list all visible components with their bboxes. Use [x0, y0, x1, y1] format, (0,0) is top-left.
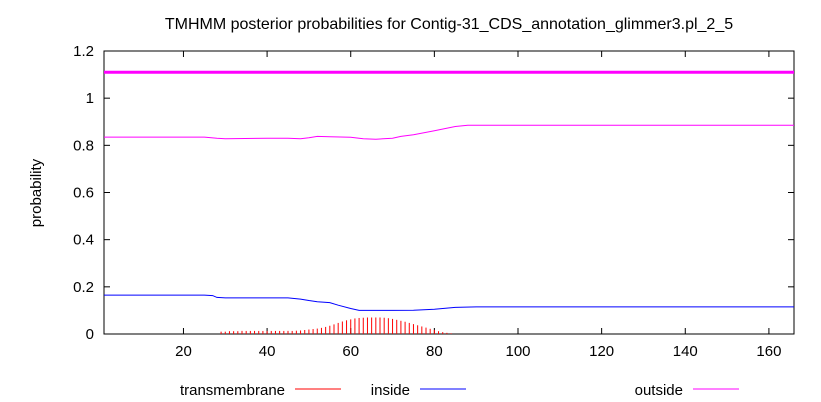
x-tick-label: 20: [175, 343, 192, 360]
y-tick-label: 0.4: [73, 232, 94, 249]
x-tick-label: 140: [673, 343, 698, 360]
inside-line: [104, 294, 794, 311]
y-tick-label: 0: [86, 326, 94, 343]
y-tick-label: 1: [86, 90, 94, 107]
legend-label-outside: outside: [635, 382, 683, 399]
legend-label-inside: inside: [371, 382, 410, 399]
y-tick-label: 0.6: [73, 185, 94, 202]
legend: transmembrane inside outside: [180, 382, 739, 399]
y-tick-label: 1.2: [73, 43, 94, 60]
x-tick-label: 100: [505, 343, 530, 360]
x-tick-label: 80: [426, 343, 443, 360]
chart-title: TMHMM posterior probabilities for Contig…: [165, 16, 733, 33]
plot-frame: [103, 50, 795, 335]
plot-area: [104, 70, 794, 334]
y-tick-label: 0.2: [73, 279, 94, 296]
y-axis-label: probability: [28, 158, 45, 227]
axes: 0 0.2 0.4 0.6 0.8 1 1.2 20 40 60 80 100 120 140 160: [73, 43, 795, 360]
x-tick-label: 160: [756, 343, 781, 360]
x-tick-label: 120: [589, 343, 614, 360]
legend-label-transmembrane: transmembrane: [180, 382, 285, 399]
x-tick-label: 40: [259, 343, 276, 360]
x-tick-label: 60: [342, 343, 359, 360]
outside-line: [104, 124, 794, 140]
y-tick-label: 0.8: [73, 137, 94, 154]
